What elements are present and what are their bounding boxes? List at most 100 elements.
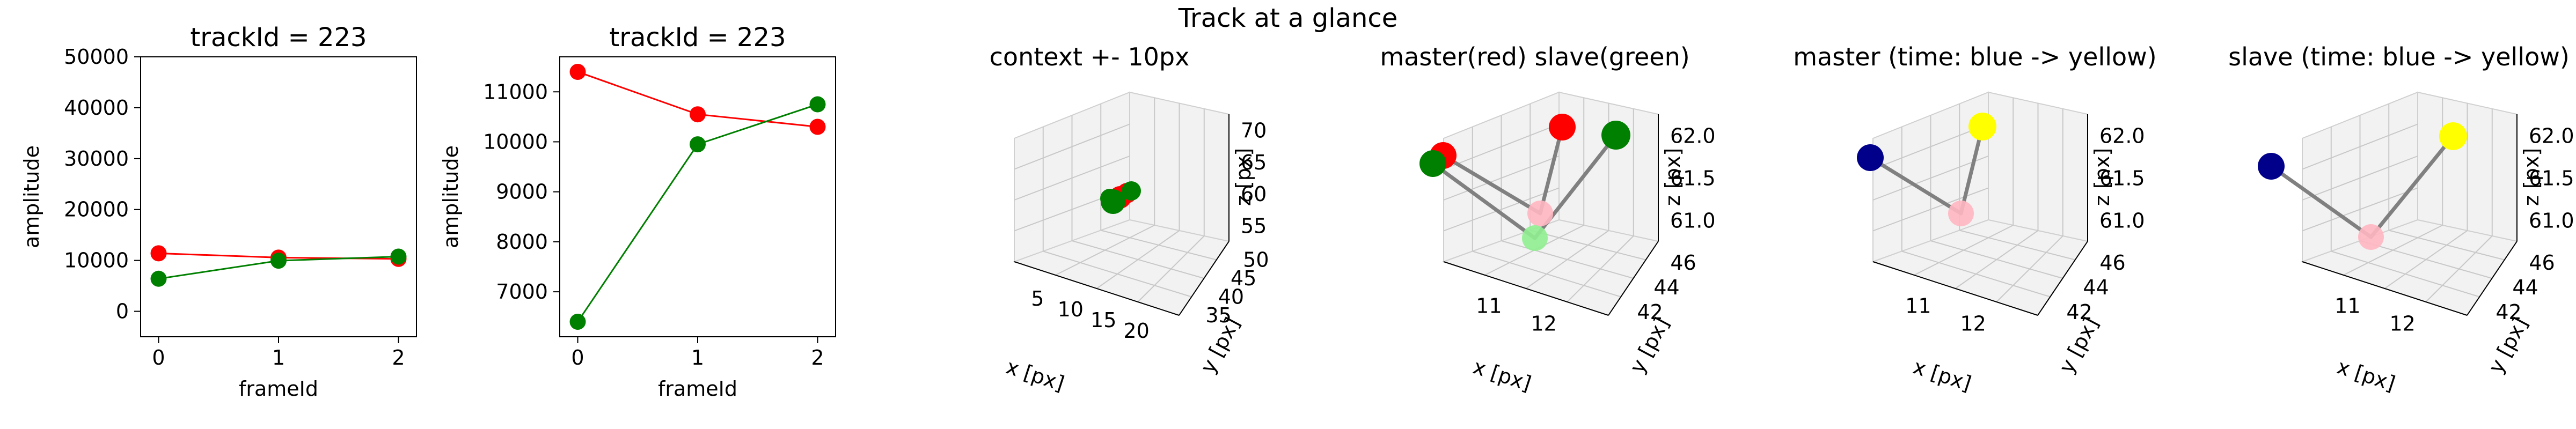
z-axis-label: z [px] xyxy=(2520,148,2543,206)
x-axis-line xyxy=(1014,261,1180,316)
y-tick-label: 7000 xyxy=(496,280,548,304)
x-tick-label: 10 xyxy=(1058,298,1084,321)
track-link-1 xyxy=(2369,134,2455,239)
y-tick-label: 46 xyxy=(2529,251,2555,275)
y-tick-label: 8000 xyxy=(496,230,548,254)
x-tick-label: 0 xyxy=(152,346,165,369)
x-axis-label: x [px] xyxy=(1911,355,1974,396)
point-3 xyxy=(1419,150,1446,177)
y-tick-label: 46 xyxy=(1670,251,1696,275)
floor-grid-line xyxy=(2360,240,2492,279)
y-tick-label: 20000 xyxy=(64,198,129,221)
y-tick-label: 44 xyxy=(1653,276,1679,299)
x-axis-label: frameId xyxy=(239,377,318,401)
z-tick-label: 70 xyxy=(1241,119,1267,143)
x-tick-label: 2 xyxy=(392,346,405,369)
y-tick-label: 46 xyxy=(2099,251,2125,275)
chart-title: master (time: blue -> yellow) xyxy=(1793,42,2156,71)
y-axis-label: y [px] xyxy=(1625,314,1674,378)
x-axis-label: frameId xyxy=(658,377,737,401)
series-0-point-0 xyxy=(569,63,586,80)
y-axis-label: amplitude xyxy=(439,145,463,248)
z-tick-label: 61.5 xyxy=(2099,167,2145,190)
x-tick-label: 12 xyxy=(2389,312,2415,336)
series-0-point-1 xyxy=(690,106,706,123)
track-link-1 xyxy=(1959,124,1985,216)
z-tick-label: 61.5 xyxy=(2529,167,2574,190)
series-1-point-1 xyxy=(690,136,706,153)
track-link-0 xyxy=(1441,153,1542,216)
y-axis-line xyxy=(2467,241,2518,316)
z-tick-label: 62.0 xyxy=(1670,124,1716,148)
x-tick-label: 1 xyxy=(691,346,704,369)
track-link-1 xyxy=(1538,125,1564,216)
x-axis-label: x [px] xyxy=(1470,355,1534,396)
z-tick-label: 61.0 xyxy=(1670,209,1716,233)
floor-grid-line xyxy=(1959,230,2075,261)
point-5 xyxy=(1601,121,1630,150)
series-1-point-0 xyxy=(569,314,586,330)
y-tick-label: 11000 xyxy=(483,80,548,103)
y-axis-label: y [px] xyxy=(1196,314,1245,378)
back-grid-line xyxy=(2302,187,2418,232)
track-link-2 xyxy=(1431,161,1537,240)
y-tick-label: 40000 xyxy=(64,96,129,120)
x-tick-label: 5 xyxy=(1031,287,1044,310)
z-tick-label: 65 xyxy=(1241,151,1267,174)
x-axis-label: x [px] xyxy=(2334,355,2398,396)
x-tick-label: 0 xyxy=(571,346,584,369)
point-3 xyxy=(1122,181,1141,201)
point-4 xyxy=(1522,225,1548,251)
floor-grid-line xyxy=(1996,235,2063,302)
z-tick-label: 60 xyxy=(1241,182,1267,206)
y-tick-label: 44 xyxy=(2083,276,2109,299)
point-1 xyxy=(1948,201,1974,226)
y-axis-label: y [px] xyxy=(2484,314,2533,378)
x-axis-line xyxy=(2302,261,2468,316)
z-tick-label: 62.0 xyxy=(2099,124,2145,148)
point-4 xyxy=(1101,189,1125,214)
point-2 xyxy=(1549,114,1576,140)
chart-0: trackId = 223 0 1 2 0 10000 20000 30000 40000 500… xyxy=(20,23,417,401)
y-tick-label: 44 xyxy=(2512,276,2538,299)
x-axis-line xyxy=(1443,261,1609,316)
y-tick-label: 42 xyxy=(2496,300,2521,324)
point-2 xyxy=(2439,122,2467,150)
y-axis-line xyxy=(2037,241,2088,316)
plot-frame xyxy=(559,56,836,337)
y-tick-label: 10000 xyxy=(64,249,129,272)
x-axis-label: x [px] xyxy=(1004,355,1067,396)
back-grid-line xyxy=(1443,187,1560,232)
floor-grid-line xyxy=(2389,230,2505,261)
y-tick-label: 30000 xyxy=(64,147,129,171)
floor-grid-line xyxy=(1930,240,2063,279)
x-tick-label: 2 xyxy=(811,346,824,369)
chart-title: context +- 10px xyxy=(990,42,1190,71)
floor-grid-line xyxy=(1567,235,1634,302)
y-tick-label: 50000 xyxy=(64,45,129,69)
point-1 xyxy=(1527,201,1553,226)
z-axis-label: z [px] xyxy=(1232,148,1255,206)
x-tick-label: 15 xyxy=(1091,308,1116,332)
floor-grid-line xyxy=(1501,240,1634,279)
track-link-0 xyxy=(2269,164,2373,239)
z-tick-label: 61.0 xyxy=(2529,209,2574,233)
x-axis-line xyxy=(1872,261,2038,316)
floor-grid-line xyxy=(2425,235,2493,302)
chart-title: trackId = 223 xyxy=(609,23,786,53)
y-tick-label: 42 xyxy=(2066,300,2092,324)
point-1 xyxy=(2358,224,2384,250)
point-0 xyxy=(1857,144,1884,171)
point-0 xyxy=(2258,153,2285,180)
y-tick-label: 40 xyxy=(1218,285,1244,308)
series-0-point-2 xyxy=(809,119,826,135)
z-axis-label: z [px] xyxy=(1661,148,1685,206)
y-tick-label: 45 xyxy=(1231,267,1256,290)
y-tick-label: 50 xyxy=(1243,248,1269,271)
z-tick-label: 61.0 xyxy=(2099,209,2145,233)
back-grid-line xyxy=(1872,187,1989,232)
